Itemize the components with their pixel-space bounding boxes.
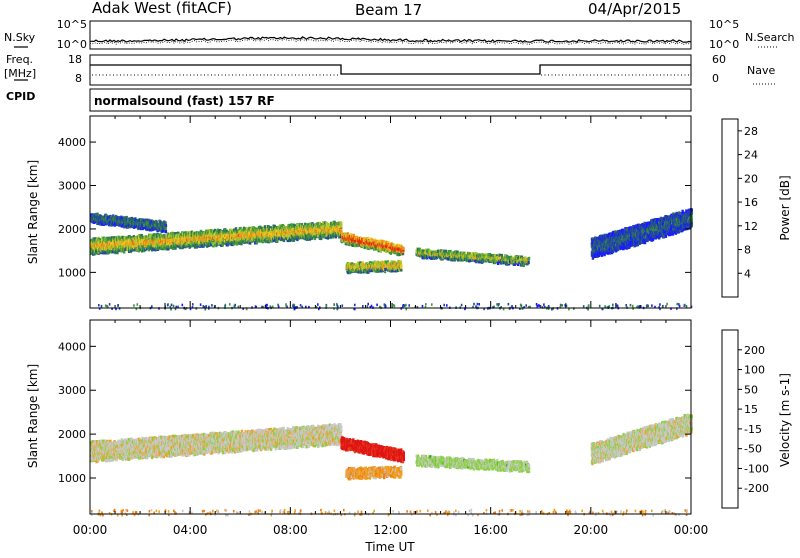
site-title: Adak West (fitACF) — [92, 0, 232, 17]
nsearch-label: N.Search — [745, 31, 795, 44]
noise-trace — [90, 37, 691, 42]
freq-tick-right-bottom: 0 — [712, 72, 719, 85]
data-cell — [340, 225, 342, 228]
data-cell — [283, 239, 285, 242]
freq-tick-right-top: 60 — [712, 53, 726, 66]
noise-tick-left-bottom: 10^0 — [57, 38, 87, 51]
freq-label-2: [MHz] — [4, 67, 36, 80]
nave-label: Nave — [747, 64, 775, 77]
data-cell — [340, 221, 342, 224]
data-cell — [344, 232, 346, 235]
freq-tick-left-bottom: 8 — [75, 72, 82, 85]
data-cell — [165, 230, 167, 233]
data-cell — [400, 266, 402, 269]
data-cell — [400, 262, 402, 265]
data-cell — [402, 247, 404, 250]
freq-panel: 18 8 60 0 — [68, 53, 726, 85]
noise-panel: 10^5 10^0 10^5 10^0 — [57, 18, 739, 51]
noise-tick-right-top: 10^5 — [709, 18, 739, 31]
beam-title: Beam 17 — [355, 1, 422, 19]
cpid-label: CPID — [6, 90, 35, 103]
data-cell — [165, 224, 167, 227]
data-cell — [265, 240, 267, 243]
noise-tick-right-bottom: 10^0 — [709, 38, 739, 51]
nsky-label: N.Sky — [4, 31, 36, 44]
data-cell — [390, 252, 392, 255]
date-title: 04/Apr/2015 — [588, 0, 681, 18]
freq-tick-left-top: 18 — [68, 53, 82, 66]
cpid-value: normalsound (fast) 157 RF — [94, 94, 275, 108]
freq-trace — [90, 65, 691, 74]
freq-label-1: Freq. — [6, 53, 33, 66]
noise-tick-left-top: 10^5 — [57, 18, 87, 31]
